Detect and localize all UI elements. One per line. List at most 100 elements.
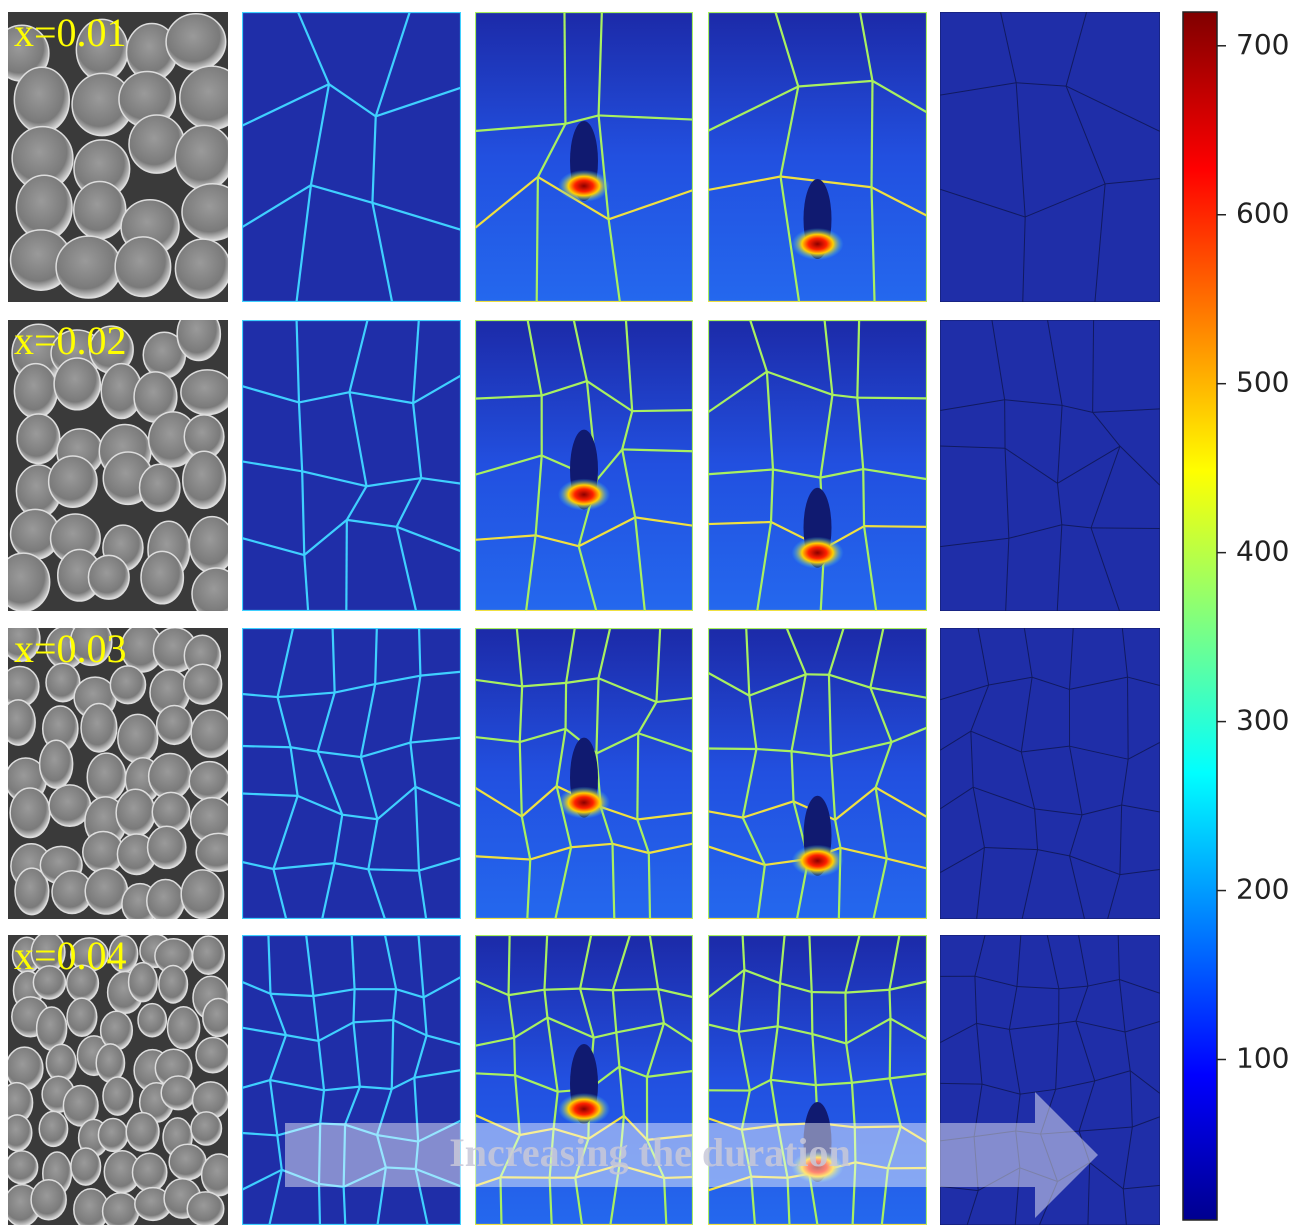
tick-label: 700 bbox=[1236, 28, 1289, 61]
grain bbox=[196, 1037, 230, 1072]
stress-map bbox=[708, 628, 927, 919]
grain bbox=[159, 965, 188, 1002]
colorbar-ticks: 100200300400500600700 bbox=[1217, 28, 1289, 1075]
grain bbox=[14, 364, 57, 418]
grain bbox=[166, 14, 226, 70]
grain bbox=[177, 307, 220, 360]
grain-boundary bbox=[708, 748, 756, 749]
grain-boundary bbox=[649, 853, 650, 919]
hot-spot bbox=[792, 845, 844, 877]
grain-boundary bbox=[857, 398, 927, 399]
grain bbox=[110, 666, 145, 704]
grain bbox=[147, 879, 184, 922]
grain bbox=[118, 714, 158, 762]
grain bbox=[101, 1011, 133, 1049]
grain-boundary bbox=[872, 81, 873, 187]
grain-boundary bbox=[812, 992, 813, 1034]
stress-map bbox=[242, 12, 461, 302]
grain bbox=[49, 456, 97, 507]
grain-boundary bbox=[544, 989, 580, 990]
grain-boundary bbox=[537, 177, 538, 302]
stress-map bbox=[475, 320, 693, 611]
grain bbox=[17, 414, 60, 464]
grain-boundary bbox=[632, 410, 693, 411]
figure: x=0.01x=0.02x=0.03x=0.04 Increasing the … bbox=[0, 0, 1304, 1227]
stress-map bbox=[475, 628, 693, 919]
stress-map bbox=[242, 320, 461, 611]
grain-boundary bbox=[242, 746, 291, 747]
stress-map bbox=[940, 320, 1160, 611]
stress-map bbox=[940, 628, 1160, 919]
hot-spot bbox=[792, 537, 844, 569]
grain bbox=[148, 826, 186, 868]
panels: x=0.01x=0.02x=0.03x=0.04 bbox=[0, 10, 1160, 1227]
grain bbox=[157, 705, 192, 744]
grain bbox=[141, 551, 183, 603]
grain bbox=[168, 1007, 200, 1049]
hot-spot bbox=[792, 228, 844, 260]
grain-boundary bbox=[863, 469, 864, 526]
grain bbox=[126, 1113, 159, 1151]
grain bbox=[39, 1111, 67, 1146]
tick-label: 300 bbox=[1236, 704, 1289, 737]
grain bbox=[1, 700, 35, 745]
row-label: x=0.03 bbox=[14, 626, 127, 671]
grain bbox=[184, 664, 222, 704]
tick-label: 100 bbox=[1236, 1041, 1289, 1074]
grain bbox=[169, 1144, 206, 1179]
hot-spot bbox=[558, 787, 610, 819]
hot-spot bbox=[558, 479, 610, 511]
row-label: x=0.02 bbox=[14, 318, 127, 363]
tick-label: 500 bbox=[1236, 366, 1289, 399]
grain bbox=[161, 1076, 195, 1110]
map-bg bbox=[940, 12, 1160, 302]
grain bbox=[71, 1148, 101, 1185]
grain bbox=[193, 936, 225, 974]
arrow-label: Increasing the duration bbox=[449, 1130, 851, 1175]
grain bbox=[152, 792, 189, 831]
grain bbox=[192, 568, 240, 620]
grain bbox=[175, 125, 233, 189]
grain bbox=[0, 553, 50, 611]
grain-boundary bbox=[509, 935, 510, 995]
grain bbox=[115, 237, 171, 297]
grain bbox=[181, 870, 223, 919]
grain bbox=[183, 451, 226, 508]
grain bbox=[202, 1154, 236, 1196]
grain bbox=[87, 753, 125, 801]
grain bbox=[14, 67, 69, 132]
grain-boundary bbox=[1128, 677, 1129, 759]
grain-boundary bbox=[564, 12, 565, 124]
grain bbox=[129, 963, 158, 1002]
map-bg bbox=[242, 12, 461, 302]
grain-boundary bbox=[514, 1038, 515, 1076]
grain bbox=[85, 868, 127, 914]
tick-label: 400 bbox=[1236, 535, 1289, 568]
grain-boundary bbox=[845, 993, 846, 1044]
grain bbox=[187, 1192, 224, 1226]
grain-boundary bbox=[368, 869, 419, 870]
grain bbox=[191, 1112, 222, 1145]
grain-boundary bbox=[864, 526, 927, 527]
stress-map bbox=[242, 628, 461, 919]
grain bbox=[96, 1044, 124, 1082]
grain bbox=[189, 762, 230, 801]
grain-boundary bbox=[613, 989, 658, 990]
row-label: x=0.01 bbox=[14, 10, 127, 55]
grain bbox=[103, 1193, 139, 1227]
grain-boundary bbox=[1091, 528, 1160, 529]
grain bbox=[203, 998, 234, 1036]
grain bbox=[74, 181, 126, 238]
grain bbox=[103, 1077, 133, 1115]
grain bbox=[31, 1180, 66, 1220]
grain bbox=[116, 789, 155, 836]
grain-boundary bbox=[889, 990, 890, 1019]
grain-boundary bbox=[637, 733, 638, 819]
grain bbox=[81, 704, 117, 752]
grain bbox=[88, 555, 129, 599]
grain bbox=[6, 1151, 38, 1184]
grain bbox=[182, 184, 243, 241]
grain bbox=[181, 370, 234, 415]
grain bbox=[40, 740, 73, 788]
grain-boundary bbox=[353, 989, 354, 1022]
